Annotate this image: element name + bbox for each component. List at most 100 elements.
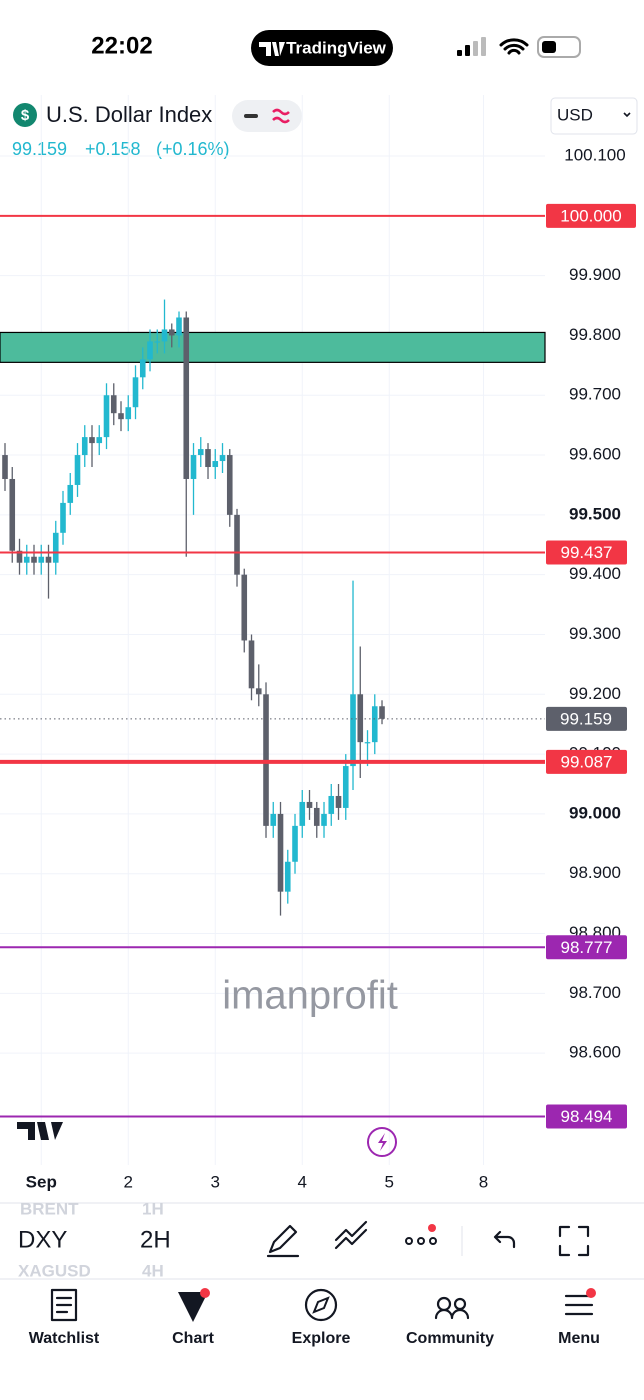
currency-select[interactable] bbox=[550, 97, 638, 135]
candle-body bbox=[241, 574, 248, 641]
header-price: 99.159 bbox=[12, 139, 67, 159]
price-line-label: 99.087 bbox=[561, 752, 613, 771]
candle-body bbox=[74, 455, 81, 485]
candle-body bbox=[45, 556, 52, 563]
candle-body bbox=[190, 455, 197, 479]
price-line-box bbox=[546, 1104, 627, 1129]
chart-logo bbox=[17, 1122, 63, 1140]
candle-body bbox=[328, 795, 335, 814]
symbol-icon-glyph: $ bbox=[21, 107, 30, 124]
draw-tool[interactable] bbox=[266, 1224, 300, 1258]
candle-body bbox=[60, 502, 66, 533]
chart: Sep 2 3 4 5 8 100.100 99.900 99.800 99.700 99.600 9… bbox=[0, 95, 636, 1191]
price-line-box bbox=[546, 749, 627, 774]
interval-current[interactable]: 2H bbox=[140, 1226, 171, 1253]
candle-body bbox=[96, 437, 103, 444]
candle-body bbox=[89, 437, 95, 444]
menu-icon[interactable] bbox=[564, 1294, 594, 1316]
explore-needle bbox=[312, 1296, 330, 1314]
watchlist-icon[interactable] bbox=[50, 1288, 78, 1322]
nav-label[interactable]: Watchlist bbox=[29, 1330, 100, 1347]
symbol-name[interactable]: U.S. Dollar Index bbox=[46, 102, 212, 127]
nav-label[interactable]: Explore bbox=[292, 1330, 351, 1347]
x-tick-label: 4 bbox=[298, 1172, 307, 1191]
last-price-label: 99.159 bbox=[560, 709, 612, 728]
price-line-label: 98.777 bbox=[561, 938, 613, 957]
y-tick-label: 99.600 bbox=[569, 445, 621, 464]
y-tick-label: 99.900 bbox=[569, 265, 621, 284]
battery-level bbox=[542, 41, 556, 53]
y-tick-label: 98.700 bbox=[569, 983, 621, 1002]
candle-body bbox=[139, 359, 146, 378]
y-tick-label: 99.500 bbox=[569, 504, 621, 523]
header-change: +0.158 bbox=[85, 139, 141, 159]
x-tick-label: 8 bbox=[479, 1172, 488, 1191]
candle-body bbox=[132, 377, 139, 408]
price-line-box bbox=[546, 935, 627, 960]
explore-icon[interactable] bbox=[304, 1288, 338, 1322]
app-pill bbox=[251, 30, 393, 66]
nav-label[interactable]: Community bbox=[406, 1330, 494, 1347]
candle-body bbox=[176, 317, 182, 336]
status-pill[interactable] bbox=[232, 100, 302, 132]
candle-body bbox=[118, 413, 124, 420]
y-tick-label: 99.000 bbox=[569, 803, 621, 822]
candle-body bbox=[299, 801, 306, 826]
candle-body bbox=[277, 813, 284, 892]
more-tool[interactable] bbox=[405, 1237, 437, 1245]
lines-tool[interactable] bbox=[334, 1220, 368, 1250]
candle-body bbox=[234, 514, 240, 575]
candle-body bbox=[379, 706, 385, 719]
candle-body bbox=[212, 461, 219, 468]
symbol-prev[interactable]: BRENT bbox=[20, 1199, 79, 1218]
candle-body bbox=[9, 478, 16, 551]
candle-body bbox=[284, 861, 291, 892]
status-dash bbox=[244, 114, 258, 118]
nav-label[interactable]: Menu bbox=[558, 1330, 600, 1347]
last-price-box bbox=[546, 706, 627, 731]
nav-label[interactable]: Chart bbox=[172, 1330, 214, 1347]
symbol-next[interactable]: XAGUSD bbox=[18, 1261, 91, 1280]
chart-icon[interactable] bbox=[178, 1292, 208, 1322]
candle-body bbox=[183, 317, 190, 479]
candle-body bbox=[313, 807, 320, 826]
candle-body bbox=[364, 742, 371, 744]
candle-body bbox=[205, 449, 211, 468]
candle-body bbox=[226, 455, 233, 515]
community-icon[interactable] bbox=[434, 1296, 470, 1320]
lightning-button[interactable] bbox=[367, 1127, 397, 1157]
candle-body bbox=[292, 825, 298, 862]
undo[interactable] bbox=[493, 1230, 516, 1249]
lightning-icon bbox=[378, 1133, 387, 1151]
signal bbox=[457, 37, 486, 56]
y-tick-label: 99.200 bbox=[569, 684, 621, 703]
header-change-pct: (+0.16%) bbox=[156, 139, 230, 159]
price-line-box bbox=[546, 203, 636, 228]
candle-body bbox=[219, 455, 226, 462]
currency: USD bbox=[557, 105, 593, 124]
interval-prev[interactable]: 1H bbox=[142, 1199, 164, 1218]
candle-body bbox=[321, 813, 327, 826]
candle-body bbox=[197, 449, 204, 456]
fullscreen[interactable] bbox=[558, 1225, 590, 1257]
candle-body bbox=[350, 694, 356, 767]
zone bbox=[0, 331, 546, 363]
candle-body bbox=[67, 484, 74, 503]
y-tick-label: 99.700 bbox=[569, 385, 621, 404]
candle-body bbox=[110, 395, 117, 414]
y-tick-label: 99.300 bbox=[569, 624, 621, 643]
candle-body bbox=[335, 795, 342, 808]
candle-body bbox=[2, 455, 8, 479]
y-tick-label: 98.900 bbox=[569, 863, 621, 882]
battery bbox=[537, 36, 581, 58]
y-tick-label: 98.600 bbox=[569, 1043, 621, 1062]
candle-body bbox=[248, 640, 255, 689]
interval-next[interactable]: 4H bbox=[142, 1261, 164, 1280]
chart-badge bbox=[200, 1288, 210, 1298]
menu-badge bbox=[586, 1288, 596, 1298]
symbol-current[interactable]: DXY bbox=[18, 1226, 67, 1253]
candle-body bbox=[31, 556, 37, 563]
status-wave bbox=[272, 108, 290, 124]
